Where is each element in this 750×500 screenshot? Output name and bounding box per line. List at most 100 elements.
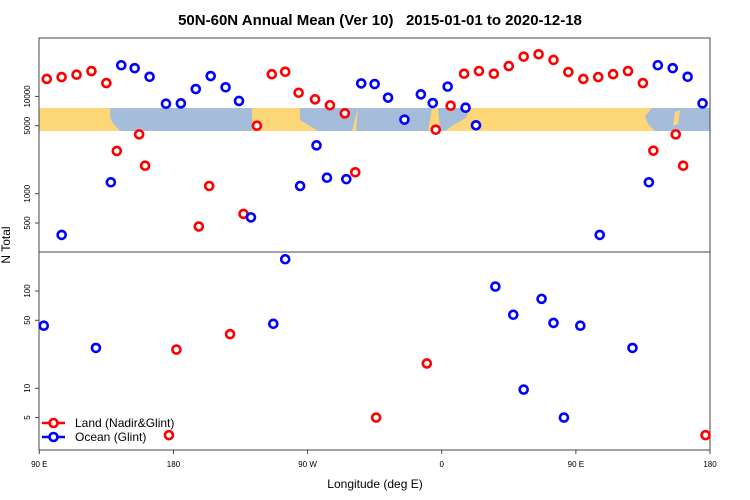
y-axis-label: N Total [0, 226, 13, 263]
x-tick-label: 0 [439, 460, 444, 469]
ocean-point [56, 229, 67, 241]
map-strip [39, 108, 710, 131]
y-tick-label: 10000 [23, 85, 32, 108]
ocean-point [205, 70, 217, 82]
ocean-point [490, 281, 501, 292]
ocean-point [355, 78, 367, 89]
land-point [648, 145, 659, 156]
ocean-point [507, 309, 519, 321]
ocean-point [311, 140, 322, 151]
x-tick-label: 180 [167, 460, 181, 469]
land-point [592, 71, 604, 83]
land-point [445, 100, 456, 112]
land-point [421, 358, 433, 369]
ocean-point [399, 114, 410, 125]
land-point [339, 108, 351, 119]
legend-item-land: Land (Nadir&Glint) [42, 416, 174, 430]
land-point [309, 94, 321, 105]
land-point [548, 54, 559, 66]
ocean-point [518, 384, 529, 395]
ocean-point [415, 89, 427, 100]
land-point [578, 73, 589, 85]
ocean-point [294, 180, 306, 192]
land-point [518, 51, 529, 62]
land-point [473, 65, 485, 77]
land-point [293, 87, 304, 99]
ocean-point [144, 71, 155, 83]
ocean-point [38, 320, 50, 331]
legend: Land (Nadir&Glint)Ocean (Glint) [42, 416, 174, 444]
ocean-point [115, 59, 127, 71]
x-tick-label: 90 E [31, 460, 47, 469]
ocean-point [643, 176, 655, 188]
x-tick-label: 180 [703, 460, 717, 469]
land-point [279, 66, 291, 78]
x-axis: 90 E 180 90 W 0 90 E 180 [31, 450, 717, 469]
land-point [349, 166, 361, 178]
ocean-point [190, 83, 202, 95]
ocean-point [682, 71, 693, 83]
land-point [224, 328, 236, 340]
ocean-point [652, 59, 664, 71]
land-point [163, 429, 175, 441]
ocean-point [321, 172, 333, 184]
y-tick-label: 5 [23, 415, 32, 420]
x-tick-label: 90 E [568, 460, 584, 469]
ocean-point [245, 212, 257, 223]
land-point [370, 412, 382, 423]
ocean-point [697, 98, 708, 109]
ocean-point [558, 412, 570, 423]
ocean-point [667, 62, 679, 74]
land-point [111, 145, 123, 157]
land-point [607, 68, 619, 80]
legend-label: Ocean (Glint) [75, 430, 146, 444]
land-point [637, 77, 649, 89]
ocean-point [90, 342, 102, 354]
y-tick-label: 5000 [23, 116, 32, 134]
ocean-point [470, 119, 482, 131]
ocean-point [575, 320, 586, 331]
land-point [503, 60, 515, 72]
legend-label: Land (Nadir&Glint) [75, 416, 174, 430]
data-points [38, 48, 711, 441]
x-tick-label: 90 W [298, 460, 317, 469]
legend-marker [48, 431, 59, 443]
land-point [171, 344, 182, 355]
land-point [324, 99, 336, 111]
land-point [622, 65, 634, 77]
ocean-point [594, 229, 606, 241]
ocean-point [160, 98, 172, 110]
land-point [56, 71, 67, 83]
ocean-point [548, 317, 559, 329]
ocean-point [220, 82, 231, 93]
y-axis: 5 10 50 100 500 1000 5000 10000 [23, 85, 39, 420]
land-point [101, 77, 112, 89]
land-point [86, 65, 97, 77]
land-point [133, 129, 145, 140]
legend-marker [48, 417, 59, 429]
land-point [71, 69, 82, 81]
land-point [670, 129, 682, 140]
ocean-point [427, 97, 439, 109]
land-point [677, 160, 689, 171]
ocean-point [279, 253, 291, 265]
ocean-point [267, 318, 279, 330]
land-point [458, 68, 470, 80]
land-point [488, 68, 500, 80]
y-tick-label: 1000 [23, 184, 32, 202]
x-axis-label: Longitude (deg E) [327, 477, 422, 491]
ocean-point [460, 102, 471, 114]
land-point [193, 221, 205, 232]
plot-frame [38, 37, 711, 451]
ocean-point [442, 81, 453, 92]
ocean-point [129, 62, 140, 74]
ocean-point [536, 293, 547, 305]
ocean-point [175, 98, 187, 109]
land-point [41, 73, 53, 85]
y-tick-label: 10 [23, 383, 32, 392]
y-tick-label: 50 [23, 315, 32, 324]
land-point [533, 48, 544, 60]
ocean-point [105, 176, 117, 188]
legend-item-ocean: Ocean (Glint) [42, 430, 146, 444]
